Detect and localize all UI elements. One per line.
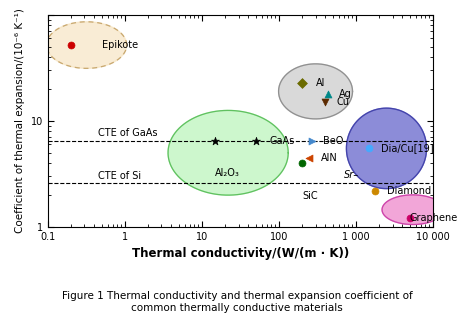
Y-axis label: Coefficient of thermal expansion/(10⁻⁶ K⁻¹): Coefficient of thermal expansion/(10⁻⁶ K… xyxy=(15,8,25,233)
Text: AlN: AlN xyxy=(321,153,337,163)
Text: Cu: Cu xyxy=(337,97,349,107)
Text: GaAs: GaAs xyxy=(269,136,294,146)
Point xyxy=(321,100,329,105)
Text: Graphene: Graphene xyxy=(410,213,458,223)
Point xyxy=(324,91,331,96)
Text: Sr–: Sr– xyxy=(344,170,359,180)
Text: CTE of Si: CTE of Si xyxy=(98,171,141,180)
Text: SiC: SiC xyxy=(302,190,318,201)
Point xyxy=(298,80,306,85)
Point xyxy=(406,216,413,221)
Text: Figure 1 Thermal conductivity and thermal expansion coefficient of
common therma: Figure 1 Thermal conductivity and therma… xyxy=(62,291,412,313)
Point xyxy=(306,155,313,160)
Text: Epikote: Epikote xyxy=(101,40,137,50)
Text: Ag: Ag xyxy=(339,89,352,99)
Text: Al: Al xyxy=(316,77,325,88)
Polygon shape xyxy=(168,110,288,195)
Point xyxy=(365,146,373,151)
Polygon shape xyxy=(46,22,127,68)
Polygon shape xyxy=(382,195,444,225)
Polygon shape xyxy=(279,64,353,119)
Polygon shape xyxy=(346,108,427,188)
Point xyxy=(211,138,219,143)
Text: Diamond: Diamond xyxy=(387,186,431,196)
Text: BeO: BeO xyxy=(323,136,344,146)
Point xyxy=(372,188,379,193)
Point xyxy=(252,138,259,143)
Point xyxy=(298,160,306,165)
X-axis label: Thermal conductivity/(W/(m · K)): Thermal conductivity/(W/(m · K)) xyxy=(132,247,349,260)
Text: CTE of GaAs: CTE of GaAs xyxy=(98,128,157,139)
Point xyxy=(67,43,74,48)
Point xyxy=(308,138,316,143)
Text: Al₂O₃: Al₂O₃ xyxy=(215,168,240,178)
Text: Dia/Cu[19]: Dia/Cu[19] xyxy=(381,143,433,153)
